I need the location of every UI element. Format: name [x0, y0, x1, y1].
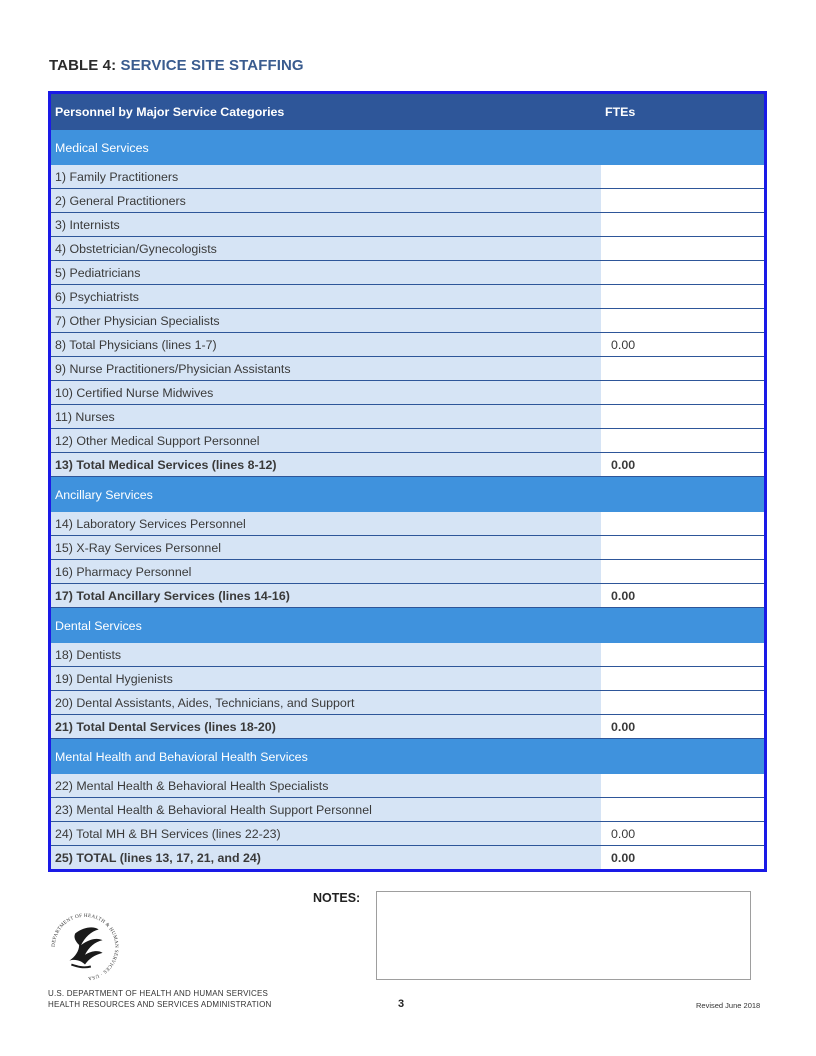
table-row: 12) Other Medical Support Personnel [51, 428, 764, 453]
row-label: 16) Pharmacy Personnel [51, 559, 601, 584]
fte-total-value: 0.00 [601, 452, 764, 477]
table-row: 8) Total Physicians (lines 1-7) 0.00 [51, 332, 764, 357]
table-row: 19) Dental Hygienists [51, 666, 764, 691]
category-label: Ancillary Services [51, 476, 764, 512]
table-row: 17) Total Ancillary Services (lines 14-1… [51, 583, 764, 608]
fte-input[interactable] [601, 165, 764, 189]
fte-total-value: 0.00 [601, 821, 764, 846]
page-number: 3 [398, 998, 405, 1010]
table-row: 4) Obstetrician/Gynecologists [51, 236, 764, 261]
table-row: 2) General Practitioners [51, 188, 764, 213]
department-name: U.S. DEPARTMENT OF HEALTH AND HUMAN SERV… [48, 988, 272, 1010]
fte-input[interactable] [601, 260, 764, 285]
fte-input[interactable] [601, 404, 764, 429]
table-row: 21) Total Dental Services (lines 18-20) 0… [51, 714, 764, 739]
dept-line1: U.S. DEPARTMENT OF HEALTH AND HUMAN SERV… [48, 989, 269, 998]
row-label: 6) Psychiatrists [51, 284, 601, 309]
row-label: 11) Nurses [51, 404, 601, 429]
row-label: 4) Obstetrician/Gynecologists [51, 236, 601, 261]
dept-line2: HEALTH RESOURCES AND SERVICES ADMINISTRA… [48, 1000, 272, 1009]
category-mental-health: Mental Health and Behavioral Health Serv… [51, 738, 764, 774]
table-row: 11) Nurses [51, 404, 764, 429]
fte-input[interactable] [601, 212, 764, 237]
category-label: Medical Services [51, 130, 764, 165]
row-label: 9) Nurse Practitioners/Physician Assista… [51, 356, 601, 381]
fte-input[interactable] [601, 512, 764, 536]
row-label: 3) Internists [51, 212, 601, 237]
table-row: 22) Mental Health & Behavioral Health Sp… [51, 774, 764, 798]
page-title: TABLE 4: SERVICE SITE STAFFING [49, 57, 304, 74]
table-row: 18) Dentists [51, 643, 764, 667]
row-label: 10) Certified Nurse Midwives [51, 380, 601, 405]
category-label: Dental Services [51, 607, 764, 643]
fte-grand-total-value: 0.00 [601, 845, 764, 869]
fte-input[interactable] [601, 236, 764, 261]
staffing-table: Personnel by Major Service Categories FT… [48, 91, 767, 872]
table-row: 25) TOTAL (lines 13, 17, 21, and 24) 0.00 [51, 845, 764, 869]
header-ftes: FTEs [601, 94, 764, 130]
fte-input[interactable] [601, 188, 764, 213]
fte-input[interactable] [601, 356, 764, 381]
row-label: 24) Total MH & BH Services (lines 22-23) [51, 821, 601, 846]
table-row: 9) Nurse Practitioners/Physician Assista… [51, 356, 764, 381]
fte-input[interactable] [601, 690, 764, 715]
category-medical: Medical Services [51, 130, 764, 165]
category-ancillary: Ancillary Services [51, 476, 764, 512]
table-row: 6) Psychiatrists [51, 284, 764, 309]
row-label: 18) Dentists [51, 643, 601, 667]
hhs-logo-icon: DEPARTMENT OF HEALTH & HUMAN SERVICES · … [51, 913, 119, 981]
notes-field[interactable] [376, 891, 751, 980]
row-label: 8) Total Physicians (lines 1-7) [51, 332, 601, 357]
fte-input[interactable] [601, 380, 764, 405]
row-label: 17) Total Ancillary Services (lines 14-1… [51, 583, 601, 608]
table-row: 10) Certified Nurse Midwives [51, 380, 764, 405]
fte-input[interactable] [601, 535, 764, 560]
row-label: 19) Dental Hygienists [51, 666, 601, 691]
table-row: 13) Total Medical Services (lines 8-12) 0… [51, 452, 764, 477]
row-label: 5) Pediatricians [51, 260, 601, 285]
fte-total-value: 0.00 [601, 583, 764, 608]
fte-input[interactable] [601, 284, 764, 309]
table-row: 20) Dental Assistants, Aides, Technician… [51, 690, 764, 715]
fte-total-value: 0.00 [601, 332, 764, 357]
table-row: 7) Other Physician Specialists [51, 308, 764, 333]
row-label: 15) X-Ray Services Personnel [51, 535, 601, 560]
row-label: 20) Dental Assistants, Aides, Technician… [51, 690, 601, 715]
table-row: 5) Pediatricians [51, 260, 764, 285]
fte-input[interactable] [601, 666, 764, 691]
table-row: 1) Family Practitioners [51, 165, 764, 189]
row-label: 25) TOTAL (lines 13, 17, 21, and 24) [51, 845, 601, 869]
row-label: 2) General Practitioners [51, 188, 601, 213]
fte-input[interactable] [601, 559, 764, 584]
row-label: 12) Other Medical Support Personnel [51, 428, 601, 453]
table-header-row: Personnel by Major Service Categories FT… [51, 94, 764, 130]
table-row: 24) Total MH & BH Services (lines 22-23)… [51, 821, 764, 846]
category-dental: Dental Services [51, 607, 764, 643]
category-label: Mental Health and Behavioral Health Serv… [51, 738, 764, 774]
table-row: 23) Mental Health & Behavioral Health Su… [51, 797, 764, 822]
fte-input[interactable] [601, 643, 764, 667]
title-name: SERVICE SITE STAFFING [120, 57, 304, 74]
fte-input[interactable] [601, 308, 764, 333]
fte-input[interactable] [601, 428, 764, 453]
table-row: 3) Internists [51, 212, 764, 237]
table-row: 14) Laboratory Services Personnel [51, 512, 764, 536]
title-prefix: TABLE 4: [49, 57, 117, 74]
table-row: 15) X-Ray Services Personnel [51, 535, 764, 560]
row-label: 14) Laboratory Services Personnel [51, 512, 601, 536]
table-row: 16) Pharmacy Personnel [51, 559, 764, 584]
notes-label: NOTES: [313, 891, 361, 905]
row-label: 7) Other Physician Specialists [51, 308, 601, 333]
row-label: 21) Total Dental Services (lines 18-20) [51, 714, 601, 739]
row-label: 1) Family Practitioners [51, 165, 601, 189]
row-label: 13) Total Medical Services (lines 8-12) [51, 452, 601, 477]
fte-total-value: 0.00 [601, 714, 764, 739]
fte-input[interactable] [601, 774, 764, 798]
row-label: 23) Mental Health & Behavioral Health Su… [51, 797, 601, 822]
fte-input[interactable] [601, 797, 764, 822]
row-label: 22) Mental Health & Behavioral Health Sp… [51, 774, 601, 798]
revised-date: Revised June 2018 [696, 1001, 761, 1010]
header-category: Personnel by Major Service Categories [51, 94, 601, 130]
